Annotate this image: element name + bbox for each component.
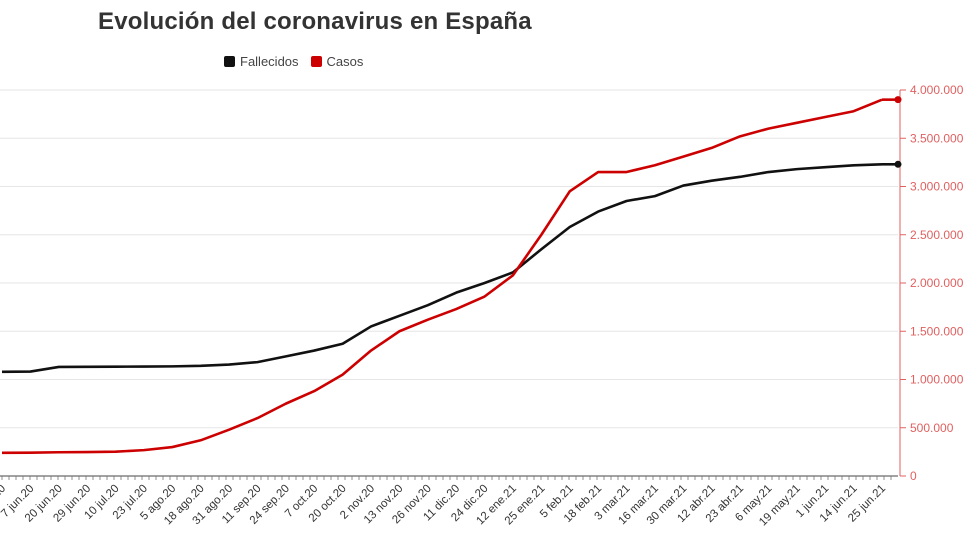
legend-swatch-fallecidos xyxy=(224,56,235,67)
y-tick-label: 2.000.000 xyxy=(910,276,964,290)
y-tick-label: 500.000 xyxy=(910,421,954,435)
y-tick-label: 3.500.000 xyxy=(910,131,964,145)
y-tick-label: 4.000.000 xyxy=(910,83,964,97)
legend: Fallecidos Casos xyxy=(224,54,375,69)
y-tick-label: 2.500.000 xyxy=(910,228,964,242)
gridlines xyxy=(0,89,898,477)
y-tick-label: 1.500.000 xyxy=(910,324,964,338)
legend-item-fallecidos[interactable]: Fallecidos xyxy=(224,54,299,69)
series-lines xyxy=(1,96,902,455)
right-axis: 0 500.000 1.000.000 1.500.000 2.000.000 2.500… xyxy=(899,83,964,483)
y-tick-label: 3.000.000 xyxy=(910,180,964,194)
chart-title: Evolución del coronavirus en España xyxy=(98,8,532,35)
legend-label-fallecidos: Fallecidos xyxy=(240,54,299,69)
series-line-fallecidos[interactable] xyxy=(1,163,883,374)
y-tick-label: 1.000.000 xyxy=(910,373,964,387)
legend-label-casos: Casos xyxy=(326,54,364,69)
series-line-casos[interactable] xyxy=(1,98,883,455)
y-tick-label: 0 xyxy=(910,469,917,483)
legend-item-casos[interactable]: Casos xyxy=(310,54,364,69)
legend-swatch-casos xyxy=(310,56,322,67)
